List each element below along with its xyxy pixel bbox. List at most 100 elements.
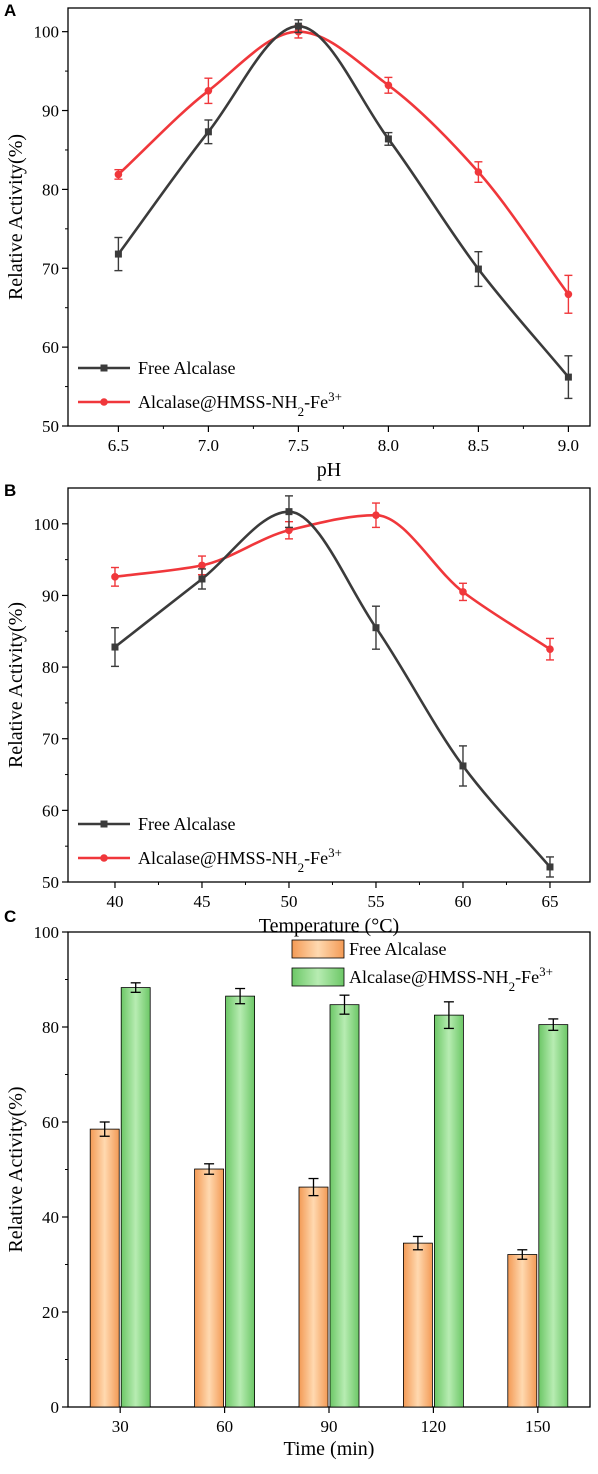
legend-label-base: Alcalase@HMSS-NH bbox=[138, 392, 298, 412]
x-tick-label: 55 bbox=[367, 892, 384, 911]
legend-marker bbox=[100, 364, 108, 372]
legend: Free Alcalase Alcalase@HMSS-NH2-Fe3+ bbox=[78, 814, 342, 875]
x-axis-label: pH bbox=[317, 459, 341, 481]
legend-label-base: Free Alcalase bbox=[349, 939, 446, 959]
bar-alcalase-hmss bbox=[225, 995, 256, 1408]
x-axis-label: Temperature (°C) bbox=[259, 915, 399, 937]
y-tick-label: 70 bbox=[42, 259, 59, 278]
y-tick-label: 90 bbox=[42, 586, 59, 605]
data-point bbox=[198, 575, 206, 583]
legend-marker bbox=[100, 854, 108, 862]
data-point bbox=[285, 508, 293, 516]
y-tick-label: 40 bbox=[42, 1208, 59, 1227]
data-point bbox=[372, 624, 380, 632]
legend-label-sup: 3+ bbox=[539, 964, 553, 979]
x-tick-label: 65 bbox=[541, 892, 558, 911]
legend-label-sup: 3+ bbox=[328, 845, 342, 860]
series-free-alcalase bbox=[110, 495, 554, 878]
data-point bbox=[384, 81, 393, 90]
y-tick-label: 100 bbox=[34, 23, 60, 42]
panel-letter: A bbox=[4, 1, 16, 20]
series-line bbox=[117, 30, 570, 296]
data-point bbox=[114, 250, 122, 258]
y-axis-label: Relative Activity(%) bbox=[5, 602, 27, 768]
legend-label: Alcalase@HMSS-NH2-Fe3+ bbox=[138, 845, 342, 875]
x-tick-label: 6.5 bbox=[108, 436, 129, 455]
panel-letter: C bbox=[4, 907, 16, 926]
legend-label-base: Free Alcalase bbox=[138, 358, 235, 378]
data-point bbox=[459, 762, 467, 770]
legend: Free Alcalase Alcalase@HMSS-NH2-Fe3+ bbox=[291, 939, 553, 994]
data-point bbox=[204, 128, 212, 136]
plot-frame bbox=[67, 7, 591, 427]
x-tick-label: 40 bbox=[106, 892, 123, 911]
data-point bbox=[564, 373, 572, 381]
data-point bbox=[384, 135, 392, 143]
plot-frame bbox=[67, 487, 591, 883]
bar-alcalase-hmss bbox=[329, 1004, 360, 1408]
series-free-alcalase bbox=[114, 19, 573, 400]
legend-label-mid: -Fe bbox=[515, 967, 539, 987]
y-tick-label: 100 bbox=[34, 923, 60, 942]
panel-a: 50 60 70 80 90 100 Relative Activity(%) 6.5 7.0 7… bbox=[4, 1, 591, 481]
x-tick-label: 90 bbox=[321, 1417, 338, 1436]
x-tick-label: 60 bbox=[454, 892, 471, 911]
x-tick-label: 60 bbox=[216, 1417, 233, 1436]
legend-marker bbox=[100, 820, 108, 828]
y-tick-label: 60 bbox=[42, 338, 59, 357]
data-point bbox=[204, 87, 213, 95]
data-point bbox=[564, 290, 573, 299]
y-axis-label: Relative Activity(%) bbox=[5, 134, 27, 300]
data-point bbox=[294, 22, 302, 30]
x-tick-label: 45 bbox=[193, 892, 210, 911]
data-point bbox=[198, 561, 206, 570]
data-point bbox=[546, 645, 554, 653]
bar-free-alcalase bbox=[89, 1128, 120, 1408]
legend-swatch bbox=[291, 939, 345, 959]
legend-label: Alcalase@HMSS-NH2-Fe3+ bbox=[138, 389, 342, 419]
y-tick-label: 80 bbox=[42, 180, 59, 199]
y-tick-label: 20 bbox=[42, 1303, 59, 1322]
panel-b: 50 60 70 80 90 100 Relative Activity(%) 40 45 50 5… bbox=[4, 481, 591, 937]
data-point bbox=[114, 170, 123, 179]
data-point bbox=[459, 588, 467, 596]
y-tick-label: 50 bbox=[42, 417, 59, 436]
y-tick-label: 60 bbox=[42, 801, 59, 820]
data-point bbox=[474, 265, 482, 273]
y-tick-label: 90 bbox=[42, 102, 59, 121]
legend-label-base: Alcalase@HMSS-NH bbox=[138, 848, 298, 868]
series-line bbox=[114, 513, 551, 651]
y-tick-label: 70 bbox=[42, 730, 59, 749]
data-point bbox=[285, 526, 293, 535]
series-alcalase-hmss bbox=[110, 502, 554, 661]
x-tick-label: 30 bbox=[112, 1417, 129, 1436]
data-point bbox=[111, 573, 119, 581]
y-tick-label: 80 bbox=[42, 658, 59, 677]
bar-free-alcalase bbox=[298, 1186, 329, 1408]
x-tick-label: 8.5 bbox=[468, 436, 489, 455]
legend-label-sub: 2 bbox=[509, 979, 516, 994]
y-tick-label: 50 bbox=[42, 873, 59, 892]
legend-marker bbox=[100, 398, 108, 406]
legend-label-sub: 2 bbox=[298, 404, 305, 419]
bar-free-alcalase bbox=[194, 1168, 225, 1408]
legend-label: Alcalase@HMSS-NH2-Fe3+ bbox=[349, 964, 553, 994]
bar-alcalase-hmss bbox=[120, 987, 151, 1408]
legend-label: Free Alcalase bbox=[349, 939, 446, 959]
x-tick-label: 7.5 bbox=[288, 436, 309, 455]
legend-label-mid: -Fe bbox=[304, 392, 328, 412]
x-tick-label: 150 bbox=[525, 1417, 551, 1436]
legend: Free Alcalase Alcalase@HMSS-NH2-Fe3+ bbox=[78, 358, 342, 419]
legend-label-mid: -Fe bbox=[304, 848, 328, 868]
y-tick-label: 100 bbox=[34, 515, 60, 534]
legend-label-sub: 2 bbox=[298, 860, 305, 875]
data-point bbox=[546, 863, 554, 871]
data-point bbox=[474, 168, 483, 176]
legend-label-base: Free Alcalase bbox=[138, 814, 235, 834]
legend-label-base: Alcalase@HMSS-NH bbox=[349, 967, 509, 987]
legend-label: Free Alcalase bbox=[138, 358, 235, 378]
x-tick-label: 9.0 bbox=[558, 436, 579, 455]
x-tick-label: 50 bbox=[280, 892, 297, 911]
x-tick-label: 8.0 bbox=[378, 436, 399, 455]
